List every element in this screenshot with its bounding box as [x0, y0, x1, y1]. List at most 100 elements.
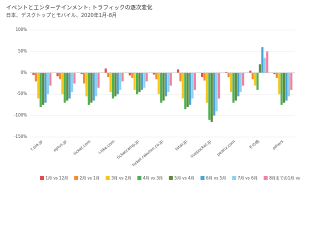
- bar: [181, 72, 184, 99]
- legend-label: 4月 vs 3月: [143, 175, 163, 180]
- y-tick-label: 0%: [21, 70, 28, 75]
- y-tick-label: -50%: [17, 91, 28, 96]
- legend-label: 6月 vs 5月: [206, 175, 226, 180]
- bar: [83, 72, 86, 84]
- bar: [145, 72, 148, 82]
- legend-swatch: [232, 176, 237, 180]
- bar: [61, 72, 64, 95]
- bar: [92, 72, 95, 101]
- bar: [128, 72, 131, 76]
- bar: [44, 72, 47, 103]
- bar: [97, 72, 100, 88]
- bar: [155, 72, 158, 80]
- bar: [227, 72, 230, 78]
- bar: [169, 72, 172, 86]
- bar: [285, 72, 288, 101]
- y-tick-label: -150%: [14, 134, 27, 139]
- legend-swatch: [74, 176, 79, 180]
- bar: [189, 72, 192, 105]
- bar: [152, 72, 156, 75]
- bar: [157, 72, 160, 95]
- bar: [258, 64, 262, 73]
- bar: [39, 72, 42, 108]
- bar: [73, 72, 76, 84]
- bar: [104, 68, 107, 73]
- bar: [136, 72, 139, 95]
- chart-title: イベントとエンターテインメント: トラフィックの逐次変化: [6, 4, 153, 12]
- y-tick-label: 50%: [18, 48, 27, 53]
- bar: [208, 72, 211, 120]
- chart-subtitle: 日本、デスクトップとモバイル、2020年1月-8月: [6, 12, 117, 19]
- bar: [201, 72, 204, 78]
- bar: [290, 72, 293, 90]
- bar: [42, 72, 45, 105]
- legend-label: 2月 vs 1月: [80, 175, 100, 180]
- bar: [263, 57, 266, 73]
- bar: [251, 72, 254, 80]
- y-tick-label: 100%: [16, 27, 28, 32]
- bar: [46, 72, 50, 95]
- legend-label: 7月 vs 6月: [238, 175, 258, 180]
- bar: [210, 72, 213, 123]
- bar: [34, 72, 37, 82]
- legend-swatch: [40, 176, 44, 180]
- bar: [280, 72, 283, 105]
- bar: [205, 72, 209, 103]
- bar: [160, 72, 163, 103]
- legend-swatch: [200, 176, 205, 180]
- bar: [261, 47, 264, 73]
- bar: [131, 72, 134, 78]
- bar: [213, 72, 216, 116]
- bar: [254, 72, 257, 86]
- bar: [266, 51, 269, 73]
- bar: [68, 72, 71, 99]
- bar: [37, 72, 40, 99]
- bar: [49, 72, 52, 86]
- bar: [90, 72, 93, 103]
- bar: [275, 72, 278, 78]
- legend-label: 8月までの1月 vs 8月: [269, 175, 300, 180]
- bar: [242, 72, 245, 86]
- bar: [191, 72, 194, 99]
- legend-label: 3月 vs 2月: [111, 175, 131, 180]
- bar: [119, 72, 122, 90]
- bar: [58, 72, 62, 80]
- bar: [176, 69, 180, 73]
- bar: [87, 72, 90, 105]
- bar: [167, 72, 170, 93]
- bar: [249, 70, 252, 73]
- bar: [133, 72, 136, 90]
- legend-swatch: [137, 176, 142, 180]
- bar: [229, 72, 233, 93]
- bar: [239, 72, 242, 93]
- bar: [80, 72, 83, 75]
- bar: [179, 72, 182, 82]
- bar: [193, 72, 196, 90]
- bar: [56, 72, 59, 77]
- bar: [282, 72, 286, 103]
- bar: [107, 72, 110, 78]
- bar: [232, 72, 235, 103]
- bar: [164, 72, 168, 97]
- bar: [184, 72, 187, 110]
- background: [0, 0, 300, 185]
- bar: [63, 72, 66, 103]
- bar: [287, 72, 290, 97]
- bar: [116, 72, 119, 95]
- bar: [217, 72, 221, 99]
- bar: [278, 72, 281, 95]
- bar: [215, 72, 218, 112]
- legend-swatch: [105, 176, 110, 180]
- bar: [225, 71, 228, 73]
- bar: [143, 72, 146, 88]
- bar: [186, 72, 189, 108]
- bar: [237, 72, 240, 97]
- bar: [256, 72, 259, 90]
- bar: [114, 72, 117, 97]
- bar: [109, 72, 112, 93]
- legend-swatch: [168, 176, 173, 180]
- bar: [70, 72, 74, 93]
- bar: [140, 72, 143, 90]
- bar: [32, 72, 35, 75]
- bar: [162, 72, 165, 101]
